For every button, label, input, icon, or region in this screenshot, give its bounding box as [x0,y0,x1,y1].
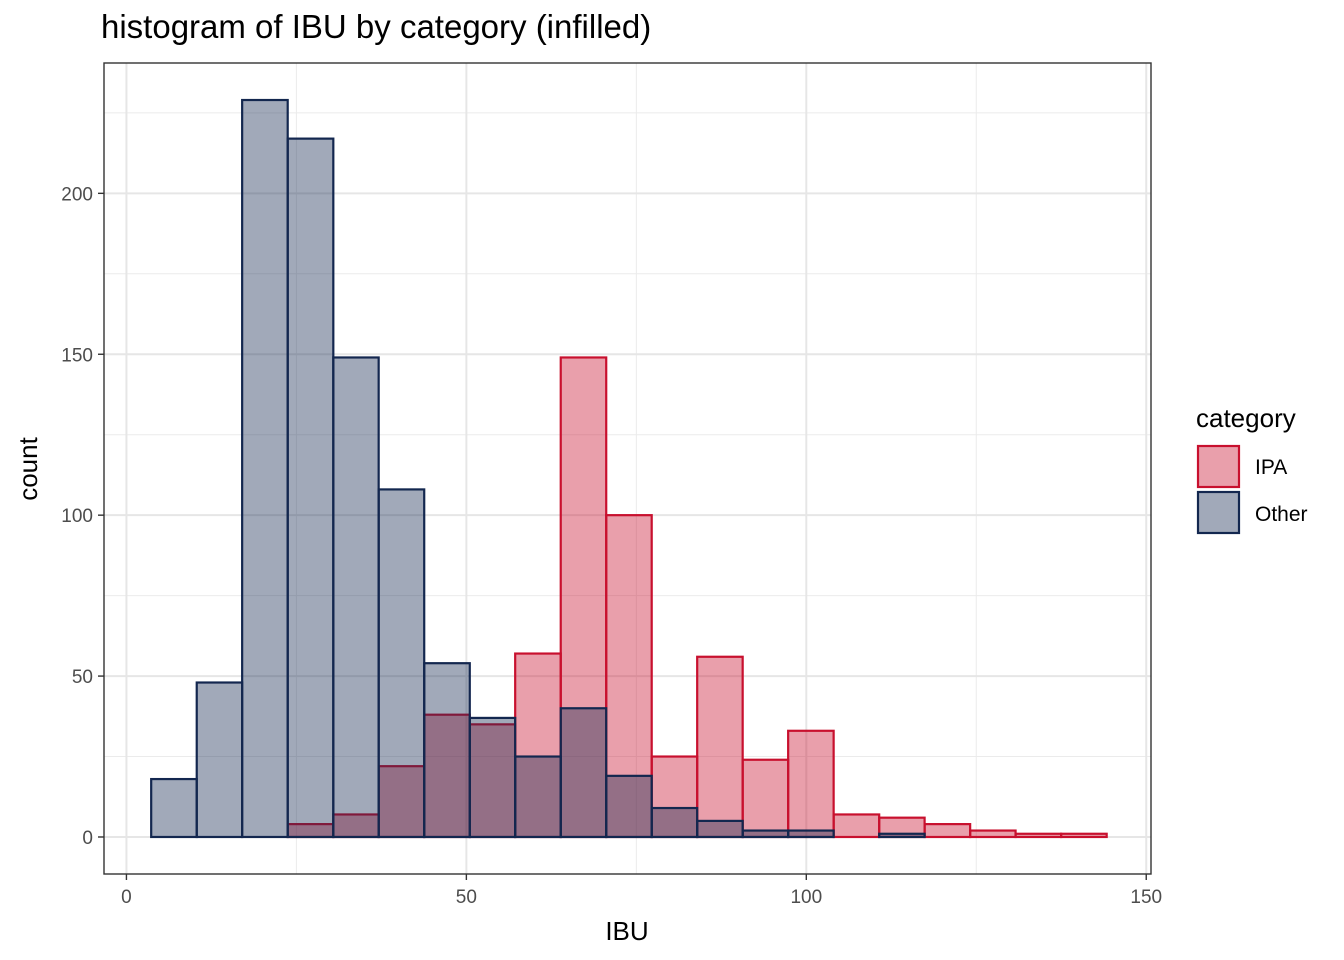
panel-border [103,62,1152,875]
ipa-bar [969,829,1017,839]
y-tick-label: 0 [82,828,93,849]
other-bar [241,98,289,839]
ipa-bar [696,655,744,839]
other-bar [787,829,835,839]
ipa-bar [605,514,653,839]
y-tick-label: 150 [61,345,93,366]
legend-label-other: Other [1255,503,1308,526]
other-bar [878,832,926,839]
other-bars [150,98,926,839]
other-bar [468,716,517,839]
other-bar [377,488,426,839]
ipa-bar [923,823,972,839]
other-bar [332,356,380,839]
other-bar [150,777,198,839]
x-tick-label: 100 [790,887,822,908]
legend: category IPA Other [1196,403,1308,535]
ipa-bar [1060,832,1108,839]
x-tick-label: 150 [1130,887,1162,908]
legend-title: category [1196,403,1296,433]
x-tick-label: 50 [456,887,477,908]
other-bar [423,662,471,839]
legend-key-other [1196,490,1241,535]
other-bar [559,707,608,839]
other-bar [286,137,335,839]
other-bar [741,829,790,839]
legend-label-ipa: IPA [1255,456,1287,479]
x-axis-title: IBU [605,916,648,946]
y-axis: 0 50 100 150 200 [61,184,104,849]
ipa-bar [741,758,790,839]
other-bar [696,819,744,839]
legend-key-ipa [1196,444,1241,489]
chart-title: histogram of IBU by category (infilled) [101,8,652,45]
other-bar [514,755,562,839]
x-tick-label: 0 [121,887,132,908]
other-bar [195,681,244,839]
x-axis: 0 50 100 150 [121,874,1162,908]
other-bar [650,806,699,839]
other-bar [605,774,653,839]
minor-gridlines [104,63,1151,874]
ipa-bar [1014,832,1063,839]
ipa-bar [832,813,881,839]
y-tick-label: 50 [72,667,93,688]
ipa-bar [787,729,835,839]
y-axis-title: count [13,436,43,500]
y-tick-label: 200 [61,184,93,205]
y-tick-label: 100 [61,506,93,527]
